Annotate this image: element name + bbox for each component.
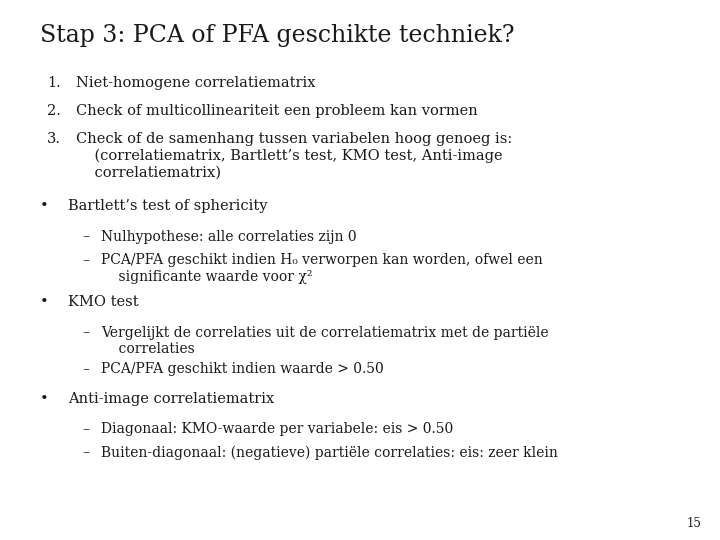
Text: –: –: [83, 253, 90, 267]
Text: Stap 3: PCA of PFA geschikte techniek?: Stap 3: PCA of PFA geschikte techniek?: [40, 24, 514, 48]
Text: •: •: [40, 199, 48, 213]
Text: Niet-homogene correlatiematrix: Niet-homogene correlatiematrix: [76, 76, 315, 90]
Text: Check of multicollineariteit een probleem kan vormen: Check of multicollineariteit een problee…: [76, 104, 477, 118]
Text: –: –: [83, 422, 90, 436]
Text: PCA/PFA geschikt indien waarde > 0.50: PCA/PFA geschikt indien waarde > 0.50: [101, 362, 384, 376]
Text: •: •: [40, 392, 48, 406]
Text: Check of de samenhang tussen variabelen hoog genoeg is:
    (correlatiematrix, B: Check of de samenhang tussen variabelen …: [76, 132, 512, 180]
Text: Diagonaal: KMO-waarde per variabele: eis > 0.50: Diagonaal: KMO-waarde per variabele: eis…: [101, 422, 453, 436]
Text: –: –: [83, 446, 90, 460]
Text: Vergelijkt de correlaties uit de correlatiematrix met de partiële
    correlatie: Vergelijkt de correlaties uit de correla…: [101, 326, 549, 356]
Text: PCA/PFA geschikt indien H₀ verworpen kan worden, ofwel een
    significante waar: PCA/PFA geschikt indien H₀ verworpen kan…: [101, 253, 543, 284]
Text: 3.: 3.: [47, 132, 60, 146]
Text: KMO test: KMO test: [68, 295, 139, 309]
Text: Nulhypothese: alle correlaties zijn 0: Nulhypothese: alle correlaties zijn 0: [101, 230, 356, 244]
Text: –: –: [83, 326, 90, 340]
Text: –: –: [83, 230, 90, 244]
Text: –: –: [83, 362, 90, 376]
Text: Buiten-diagonaal: (negatieve) partiële correlaties: eis: zeer klein: Buiten-diagonaal: (negatieve) partiële c…: [101, 446, 558, 460]
Text: •: •: [40, 295, 48, 309]
Text: 15: 15: [687, 517, 702, 530]
Text: 1.: 1.: [47, 76, 60, 90]
Text: Anti-image correlatiematrix: Anti-image correlatiematrix: [68, 392, 274, 406]
Text: Bartlett’s test of sphericity: Bartlett’s test of sphericity: [68, 199, 268, 213]
Text: 2.: 2.: [47, 104, 60, 118]
